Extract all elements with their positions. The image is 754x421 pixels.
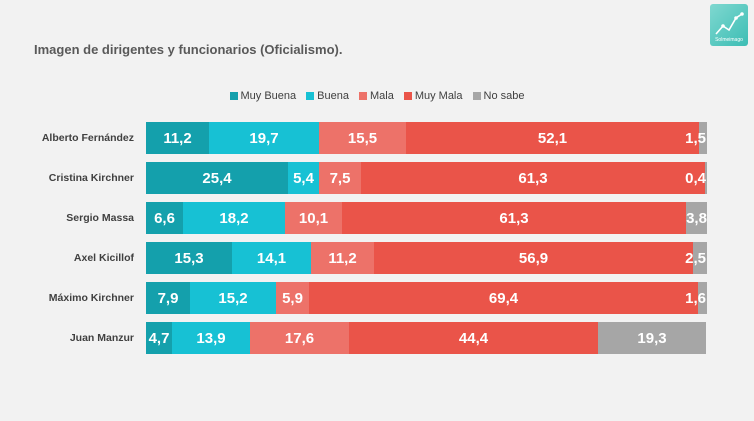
- bar-segment: [146, 122, 209, 154]
- brand-logo-text: Solmeimago: [715, 37, 743, 43]
- legend-swatch: [229, 92, 238, 100]
- bar-segment: [285, 202, 342, 234]
- bar-segment: [146, 282, 190, 314]
- data-label: 61,3: [518, 170, 548, 187]
- bar-segment: [146, 202, 183, 234]
- bar-segment: [319, 122, 406, 154]
- data-label: 1,6: [685, 290, 706, 307]
- chart-title: Imagen de dirigentes y funcionarios (Ofi…: [34, 42, 343, 57]
- data-label: 4,7: [148, 330, 170, 347]
- data-label: 3,8: [686, 210, 707, 227]
- data-label: 13,9: [196, 330, 226, 347]
- category-label: Sergio Massa: [66, 212, 134, 224]
- stacked-bar: 4,7 13,9 17,6 44,4 19,3: [146, 322, 707, 354]
- bar-segment: [209, 122, 319, 154]
- data-label: 14,1: [256, 250, 287, 267]
- bar-segment: [686, 202, 707, 234]
- data-label: 61,3: [499, 210, 529, 227]
- legend-swatch: [403, 92, 412, 100]
- stacked-bar: 7,9 15,2 5,9 69,4 1,6: [146, 282, 707, 314]
- stacked-bar: 15,3 14,1 11,2 56,9 2,5: [146, 242, 707, 274]
- legend-item: No sabe: [472, 90, 525, 102]
- data-label: 56,9: [518, 250, 549, 267]
- bar-segment: [699, 122, 707, 154]
- data-label: 7,5: [329, 170, 351, 187]
- bar-segment: [319, 162, 361, 194]
- data-label: 1,5: [685, 130, 706, 147]
- category-label: Cristina Kirchner: [48, 172, 134, 184]
- legend-label: No sabe: [483, 90, 525, 102]
- legend-item: Buena: [306, 90, 349, 102]
- legend-label: Buena: [317, 90, 349, 102]
- trend-line-icon: [715, 12, 744, 35]
- legend-item: Muy Mala: [403, 90, 463, 102]
- stacked-bar: 11,2 19,7 15,5 52,1 1,5: [146, 122, 707, 154]
- data-label: 15,2: [218, 290, 248, 307]
- data-label: 44,4: [458, 330, 489, 347]
- bar-segment: [183, 202, 285, 234]
- bar-segment: [374, 242, 693, 274]
- legend-swatch: [472, 92, 481, 100]
- legend-swatch: [306, 92, 315, 100]
- data-label: 52,1: [537, 130, 568, 147]
- bar-segment: [146, 242, 232, 274]
- legend-label: Muy Mala: [414, 90, 463, 102]
- legend-label: Muy Buena: [240, 90, 297, 102]
- bar-segment: [311, 242, 374, 274]
- data-label: 5,9: [282, 290, 303, 307]
- data-label: 0,4: [685, 170, 706, 187]
- category-label: Axel Kicillof: [73, 252, 134, 264]
- bar-segment: [146, 162, 288, 194]
- data-label: 17,6: [284, 330, 315, 347]
- data-label: 6,6: [154, 210, 175, 227]
- bar-segment: [406, 122, 699, 154]
- legend-swatch: [358, 92, 367, 100]
- data-label: 11,2: [163, 130, 192, 147]
- data-label: 5,4: [293, 170, 314, 187]
- bar-segment: [309, 282, 698, 314]
- brand-logo: Solmeimago: [710, 4, 748, 46]
- data-label: 2,5: [685, 250, 706, 267]
- chart-legend: Muy Buena Buena Mala Muy Mala No sabe: [0, 90, 754, 102]
- bar-segment: [276, 282, 309, 314]
- data-label: 11,2: [328, 250, 357, 267]
- data-label: 15,5: [347, 130, 378, 147]
- category-label: Máximo Kirchner: [48, 292, 134, 304]
- data-label: 15,3: [174, 250, 204, 267]
- bar-segment: [250, 322, 349, 354]
- stacked-bar: 6,6 18,2 10,1 61,3 3,8: [146, 202, 707, 234]
- plot-area: 11,2 19,7 15,5 52,1 1,5 25,4 5,4 7,5 61,3 0,4 6,6 1…: [146, 122, 707, 354]
- legend-item: Mala: [358, 90, 394, 102]
- category-label: Alberto Fernández: [41, 132, 134, 144]
- stacked-bar: 25,4 5,4 7,5 61,3 0,4: [146, 162, 707, 194]
- bar-segment: [288, 162, 319, 194]
- bar-segment: [705, 162, 707, 194]
- legend-label: Mala: [369, 90, 394, 102]
- bar-segment: [146, 322, 172, 354]
- data-label: 25,4: [202, 170, 232, 187]
- category-label: Juan Manzur: [69, 332, 134, 344]
- legend-item: Muy Buena: [229, 90, 297, 102]
- bar-segment: [693, 242, 707, 274]
- bar-segment: [349, 322, 598, 354]
- data-label: 69,4: [488, 290, 519, 307]
- bar-segment: [342, 202, 686, 234]
- data-label: 19,7: [249, 130, 279, 147]
- bar-segment: [598, 322, 706, 354]
- data-label: 19,3: [637, 330, 667, 347]
- bar-segment: [172, 322, 250, 354]
- data-label: 10,1: [298, 210, 329, 227]
- bar-segment: [361, 162, 705, 194]
- bar-segment: [190, 282, 276, 314]
- data-label: 18,2: [219, 210, 249, 227]
- bar-segment: [698, 282, 707, 314]
- data-label: 7,9: [157, 290, 179, 307]
- bar-segment: [232, 242, 311, 274]
